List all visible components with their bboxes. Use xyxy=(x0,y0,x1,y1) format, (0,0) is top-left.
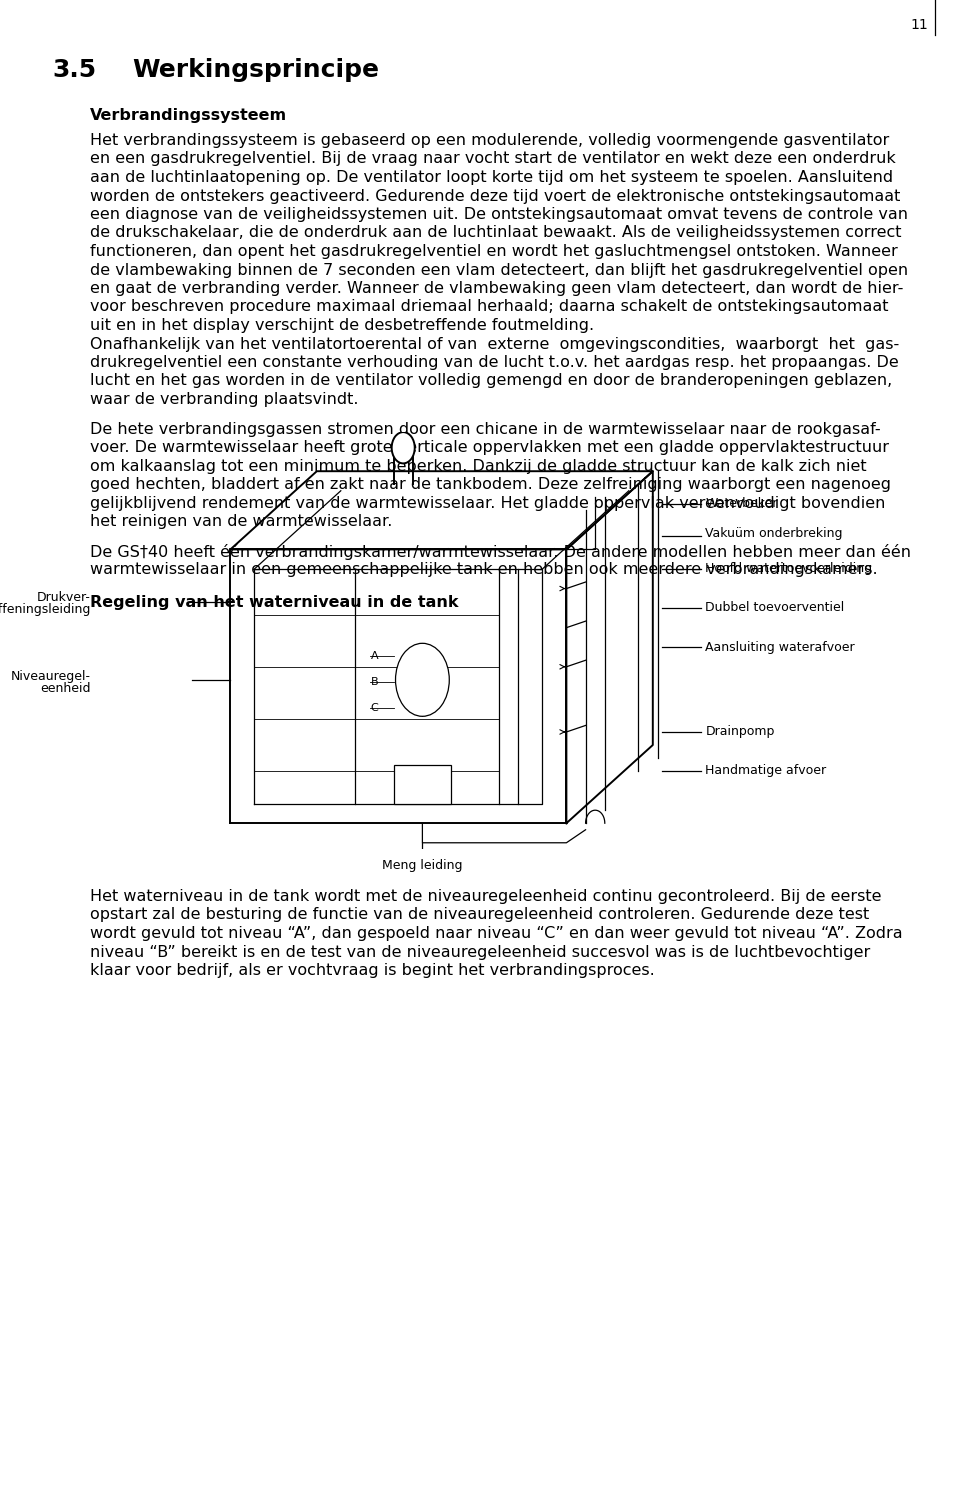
Text: De GS†40 heeft één verbrandingskamer/warmtewisselaar. De andere modellen hebben : De GS†40 heeft één verbrandingskamer/war… xyxy=(90,544,911,560)
Text: klaar voor bedrijf, als er vochtvraag is begint het verbrandingsproces.: klaar voor bedrijf, als er vochtvraag is… xyxy=(90,963,655,977)
Text: Dubbel toevoerventiel: Dubbel toevoerventiel xyxy=(706,602,845,614)
Text: Vakuüm onderbreking: Vakuüm onderbreking xyxy=(706,527,843,541)
Text: Drainpomp: Drainpomp xyxy=(706,726,775,738)
Text: Aansluiting waterafvoer: Aansluiting waterafvoer xyxy=(706,641,855,654)
Text: warmtewisselaar in een gemeenschappelijke tank en hebben ook meerdere verbrandin: warmtewisselaar in een gemeenschappelijk… xyxy=(90,562,877,577)
Text: Waterbeker: Waterbeker xyxy=(706,498,778,510)
Text: waar de verbranding plaatsvindt.: waar de verbranding plaatsvindt. xyxy=(90,392,358,407)
Text: en een gasdrukregelventiel. Bij de vraag naar vocht start de ventilator en wekt : en een gasdrukregelventiel. Bij de vraag… xyxy=(90,152,896,167)
Text: goed hechten, bladdert af en zakt naar de tankbodem. Deze zelfreiniging waarborg: goed hechten, bladdert af en zakt naar d… xyxy=(90,477,891,492)
Circle shape xyxy=(392,432,415,463)
Text: lucht en het gas worden in de ventilator volledig gemengd en door de branderopen: lucht en het gas worden in de ventilator… xyxy=(90,374,892,389)
Text: functioneren, dan opent het gasdrukregelventiel en wordt het gasluchtmengsel ont: functioneren, dan opent het gasdrukregel… xyxy=(90,244,898,259)
Text: De hete verbrandingsgassen stromen door een chicane in de warmtewisselaar naar d: De hete verbrandingsgassen stromen door … xyxy=(90,422,880,437)
Text: 11: 11 xyxy=(910,18,928,31)
Text: Verbrandingssysteem: Verbrandingssysteem xyxy=(90,107,287,124)
Text: het reinigen van de warmtewisselaar.: het reinigen van de warmtewisselaar. xyxy=(90,514,393,529)
Text: worden de ontstekers geactiveerd. Gedurende deze tijd voert de elektronische ont: worden de ontstekers geactiveerd. Gedure… xyxy=(90,189,900,204)
Text: Werkingsprincipe: Werkingsprincipe xyxy=(132,58,379,82)
Text: drukregelventiel een constante verhouding van de lucht t.o.v. het aardgas resp. : drukregelventiel een constante verhoudin… xyxy=(90,355,899,370)
Text: eenheid: eenheid xyxy=(40,681,91,694)
Text: 3.5: 3.5 xyxy=(52,58,96,82)
Text: Het verbrandingssysteem is gebaseerd op een modulerende, volledig voormengende g: Het verbrandingssysteem is gebaseerd op … xyxy=(90,133,889,148)
Circle shape xyxy=(396,644,449,717)
Text: Hoofd watertoevoerleiding: Hoofd watertoevoerleiding xyxy=(706,562,873,575)
Text: A: A xyxy=(371,651,378,662)
Text: de vlambewaking binnen de 7 seconden een vlam detecteert, dan blijft het gasdruk: de vlambewaking binnen de 7 seconden een… xyxy=(90,262,908,277)
Bar xyxy=(394,764,451,803)
Text: uit en in het display verschijnt de desbetreffende foutmelding.: uit en in het display verschijnt de desb… xyxy=(90,317,594,332)
Text: niveau “B” bereikt is en de test van de niveauregeleenheid succesvol was is de l: niveau “B” bereikt is en de test van de … xyxy=(90,945,871,960)
Text: C: C xyxy=(371,703,378,714)
Text: Handmatige afvoer: Handmatige afvoer xyxy=(706,764,827,778)
Text: opstart zal de besturing de functie van de niveauregeleenheid controleren. Gedur: opstart zal de besturing de functie van … xyxy=(90,907,869,922)
Text: Onafhankelijk van het ventilatortoerental of van  externe  omgevingscondities,  : Onafhankelijk van het ventilatortoerenta… xyxy=(90,337,900,352)
Text: gelijkblijvend rendement van de warmtewisselaar. Het gladde oppervlak vereenvoud: gelijkblijvend rendement van de warmtewi… xyxy=(90,496,885,511)
Text: en gaat de verbranding verder. Wanneer de vlambewaking geen vlam detecteert, dan: en gaat de verbranding verder. Wanneer d… xyxy=(90,282,903,297)
Text: Het waterniveau in de tank wordt met de niveauregeleenheid continu gecontroleerd: Het waterniveau in de tank wordt met de … xyxy=(90,890,881,904)
Text: wordt gevuld tot niveau “A”, dan gespoeld naar niveau “C” en dan weer gevuld tot: wordt gevuld tot niveau “A”, dan gespoel… xyxy=(90,925,902,942)
Text: voor beschreven procedure maximaal driemaal herhaald; daarna schakelt de ontstek: voor beschreven procedure maximaal driem… xyxy=(90,299,889,314)
Text: Niveauregel-: Niveauregel- xyxy=(11,669,91,682)
Text: effeningsleiding: effeningsleiding xyxy=(0,603,91,617)
Text: Regeling van het waterniveau in de tank: Regeling van het waterniveau in de tank xyxy=(90,596,459,611)
Text: Drukver-: Drukver- xyxy=(37,592,91,605)
Text: een diagnose van de veiligheidssystemen uit. De ontstekingsautomaat omvat tevens: een diagnose van de veiligheidssystemen … xyxy=(90,207,908,222)
Text: de drukschakelaar, die de onderdruk aan de luchtinlaat bewaakt. Als de veilighei: de drukschakelaar, die de onderdruk aan … xyxy=(90,225,901,240)
Text: om kalkaanslag tot een minimum te beperken. Dankzij de gladde structuur kan de k: om kalkaanslag tot een minimum te beperk… xyxy=(90,459,867,474)
Text: aan de luchtinlaatopening op. De ventilator loopt korte tijd om het systeem te s: aan de luchtinlaatopening op. De ventila… xyxy=(90,170,893,185)
Text: voer. De warmtewisselaar heeft grote verticale oppervlakken met een gladde opper: voer. De warmtewisselaar heeft grote ver… xyxy=(90,440,889,454)
Text: B: B xyxy=(371,678,378,687)
Text: Meng leiding: Meng leiding xyxy=(382,860,463,873)
